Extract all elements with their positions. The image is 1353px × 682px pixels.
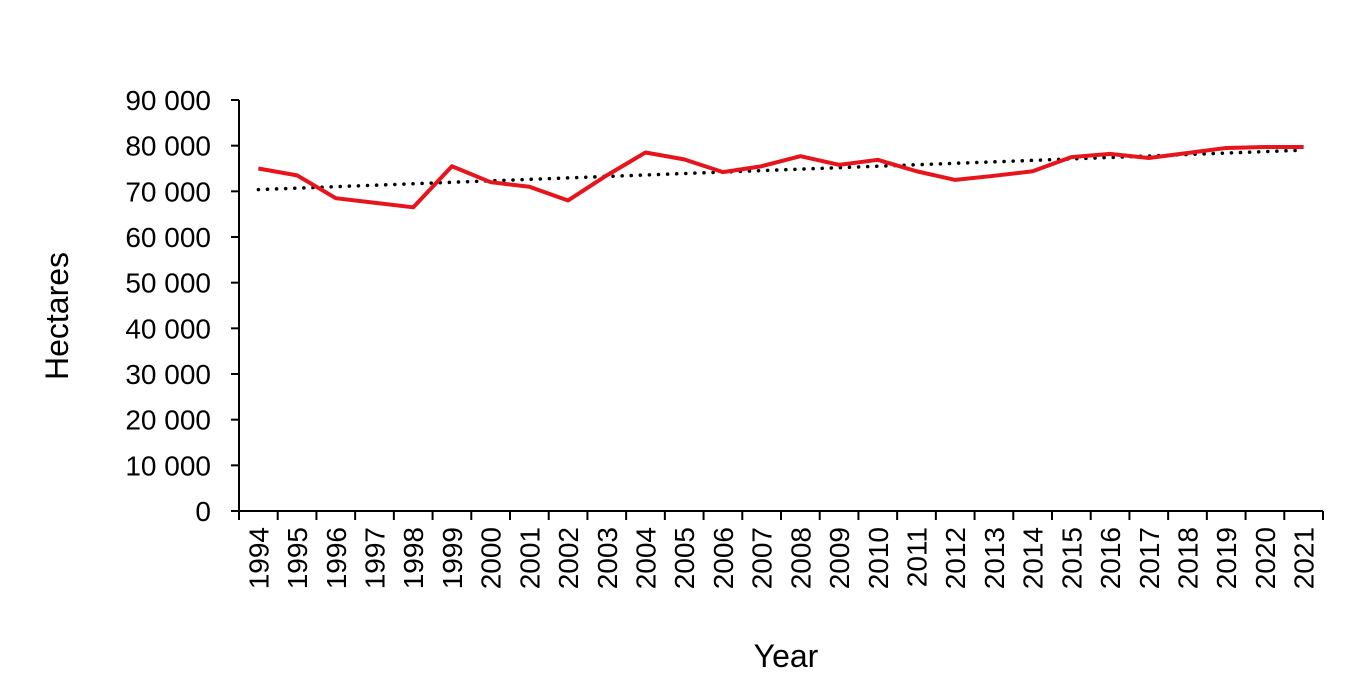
trendline xyxy=(256,148,1306,192)
y-tick-label: 30 000 xyxy=(125,359,211,390)
x-tick-label: 2017 xyxy=(1134,527,1165,589)
x-tick-label: 2005 xyxy=(669,527,700,589)
y-tick-label: 90 000 xyxy=(125,85,211,116)
x-tick-label: 2009 xyxy=(824,527,855,589)
x-tick-label: 2002 xyxy=(553,527,584,589)
x-axis-title: Year xyxy=(754,638,819,674)
y-tick-label: 0 xyxy=(195,496,211,527)
x-tick-label: 2011 xyxy=(902,527,933,587)
x-tick-label: 1999 xyxy=(437,527,468,589)
y-tick-label: 80 000 xyxy=(125,131,211,162)
x-tick-label: 2020 xyxy=(1250,527,1281,589)
x-tick-label: 2015 xyxy=(1056,527,1087,589)
x-tick-label: 2010 xyxy=(863,527,894,589)
y-tick-label: 70 000 xyxy=(125,176,211,207)
x-tick-label: 2018 xyxy=(1173,527,1204,589)
x-tick-label: 2003 xyxy=(592,527,623,589)
x-tick-label: 2006 xyxy=(708,527,739,589)
x-tick-label: 2016 xyxy=(1095,527,1126,589)
x-tick-label: 2007 xyxy=(747,527,778,589)
x-tick-label: 1995 xyxy=(282,527,313,589)
x-tick-label: 2000 xyxy=(476,527,507,589)
y-tick-label: 10 000 xyxy=(125,450,211,481)
y-tick-label: 60 000 xyxy=(125,222,211,253)
x-tick-label: 2013 xyxy=(979,527,1010,589)
y-tick-label: 20 000 xyxy=(125,405,211,436)
x-tick-label: 1997 xyxy=(360,527,391,589)
y-axis-title: Hectares xyxy=(39,252,75,380)
data-line xyxy=(258,145,1304,210)
x-tick-label: 2021 xyxy=(1289,527,1320,589)
x-tick-label: 2012 xyxy=(940,527,971,589)
x-tick-label: 2014 xyxy=(1018,527,1049,589)
x-tick-label: 2004 xyxy=(631,527,662,589)
x-tick-label: 1998 xyxy=(398,527,429,589)
x-tick-label: 1996 xyxy=(321,527,352,589)
x-tick-label: 2001 xyxy=(514,527,545,589)
x-tick-label: 2008 xyxy=(785,527,816,589)
x-tick-label: 1994 xyxy=(243,527,274,589)
x-tick-label: 2019 xyxy=(1211,527,1242,589)
y-tick-label: 40 000 xyxy=(125,313,211,344)
y-tick-label: 50 000 xyxy=(125,268,211,299)
